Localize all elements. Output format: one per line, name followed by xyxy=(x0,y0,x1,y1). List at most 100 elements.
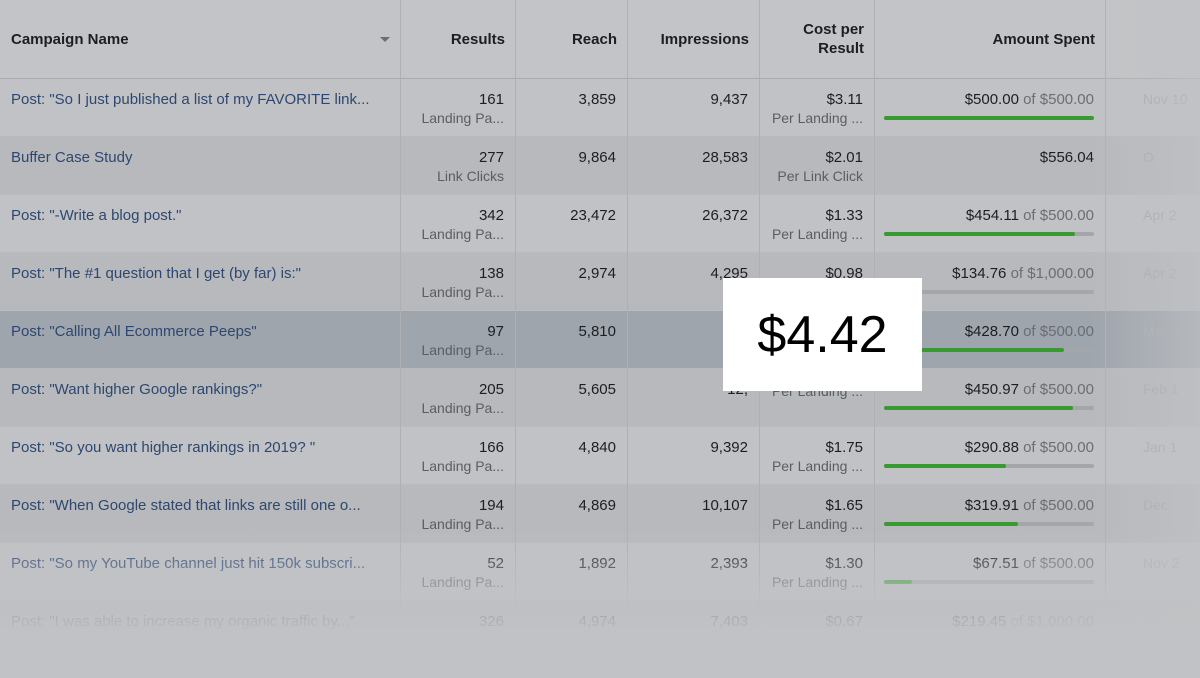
spend-progress-fill xyxy=(884,580,913,584)
impressions-cell: 10,107 xyxy=(702,497,748,514)
reach-cell: 4,840 xyxy=(578,439,616,456)
campaign-table: Campaign Name Results Reach Impressions … xyxy=(0,0,1200,659)
campaign-name-link[interactable]: Buffer Case Study xyxy=(11,149,133,166)
spend-progress-fill xyxy=(884,464,1007,468)
date-cell: Nov 2 xyxy=(1143,555,1180,571)
impressions-cell: 9,437 xyxy=(710,91,748,108)
date-cell: O xyxy=(1143,149,1154,165)
spend-progress-bar xyxy=(884,406,1094,410)
amount-spent-cell: $219.45 of $1,000.00 xyxy=(874,601,1105,658)
table-row[interactable]: Post: "So you want higher rankings in 20… xyxy=(0,427,1200,485)
table-row[interactable]: Post: "I was able to increase my organic… xyxy=(0,601,1200,659)
amount-spent-cell: $450.97 of $500.00 xyxy=(874,369,1105,426)
amount-spent-cell: $556.04 xyxy=(1039,149,1094,166)
campaign-name-link[interactable]: Post: "So my YouTube channel just hit 15… xyxy=(11,555,366,572)
results-cell: 52 Landing Pa... xyxy=(421,555,504,590)
amount-spent-cell: $290.88 of $500.00 xyxy=(874,427,1105,484)
date-cell: Jan 1 xyxy=(1143,439,1178,455)
spend-progress-bar xyxy=(884,522,1094,526)
results-cell: 326 Landing Pa... xyxy=(421,613,504,648)
spend-progress-fill xyxy=(884,638,930,642)
spend-progress-fill xyxy=(884,116,1094,120)
column-divider xyxy=(400,0,401,640)
date-cell: Apr 2 xyxy=(1143,265,1177,281)
amount-spent-cell: $428.70 of $500.00 xyxy=(874,311,1105,368)
spend-progress-bar xyxy=(884,638,1094,642)
column-header-results[interactable]: Results xyxy=(450,31,505,48)
reach-cell: 3,859 xyxy=(578,91,616,108)
results-cell: 205 Landing Pa... xyxy=(421,381,504,416)
results-cell: 161 Landing Pa... xyxy=(421,91,504,126)
campaign-name-link[interactable]: Post: "I was able to increase my organic… xyxy=(11,613,355,630)
campaign-name-link[interactable]: Post: "Calling All Ecommerce Peeps" xyxy=(11,323,257,340)
date-cell: Feb 1 xyxy=(1143,381,1179,397)
results-cell: 342 Landing Pa... xyxy=(421,207,504,242)
results-cell: 97 Landing Pa... xyxy=(421,323,504,358)
impressions-cell: 26,372 xyxy=(702,207,748,224)
highlight-value-callout: $4.42 xyxy=(723,278,922,391)
table-row[interactable]: Post: "Want higher Google rankings?" 205 L… xyxy=(0,369,1200,427)
reach-cell: 2,974 xyxy=(578,265,616,282)
table-row[interactable]: Buffer Case Study 277 Link Clicks 9,864 28,5… xyxy=(0,137,1200,195)
table-row[interactable]: Post: "Calling All Ecommerce Peeps" 97 Lan… xyxy=(0,311,1200,369)
date-cell: Apr 2 xyxy=(1143,207,1177,223)
impressions-cell: 7,403 xyxy=(710,613,748,630)
spend-progress-fill xyxy=(884,348,1064,352)
impressions-cell: 9,392 xyxy=(710,439,748,456)
cost-per-result-cell: $2.01 Per Link Click xyxy=(777,149,863,184)
table-body: Post: "So I just published a list of my … xyxy=(0,79,1200,659)
results-cell: 166 Landing Pa... xyxy=(421,439,504,474)
spend-progress-bar xyxy=(884,348,1094,352)
spend-progress-bar xyxy=(884,464,1094,468)
campaign-name-link[interactable]: Post: "The #1 question that I get (by fa… xyxy=(11,265,301,282)
campaign-name-link[interactable]: Post: "So you want higher rankings in 20… xyxy=(11,439,316,456)
table-header: Campaign Name Results Reach Impressions … xyxy=(0,0,1200,79)
column-divider xyxy=(1105,0,1106,640)
column-header-campaign-name[interactable]: Campaign Name xyxy=(0,0,400,78)
cost-per-result-cell: $3.11 Per Landing ... xyxy=(771,91,863,126)
spend-progress-fill xyxy=(884,522,1019,526)
reach-cell: 5,605 xyxy=(578,381,616,398)
reach-cell: 5,810 xyxy=(578,323,616,340)
amount-spent-cell: $454.11 of $500.00 xyxy=(874,195,1105,252)
results-cell: 277 Link Clicks xyxy=(437,149,504,184)
column-header-amount-spent[interactable]: Amount Spent xyxy=(992,31,1096,48)
cost-per-result-cell: $1.75 Per Landing ... xyxy=(771,439,863,474)
reach-cell: 23,472 xyxy=(570,207,616,224)
impressions-cell: 4,295 xyxy=(710,265,748,282)
campaign-name-link[interactable]: Post: "-Write a blog post." xyxy=(11,207,182,224)
reach-cell: 4,869 xyxy=(578,497,616,514)
column-divider xyxy=(627,0,628,640)
cost-per-result-cell: $1.65 Per Landing ... xyxy=(771,497,863,532)
amount-spent-cell: $319.91 of $500.00 xyxy=(874,485,1105,542)
results-cell: 194 Landing Pa... xyxy=(421,497,504,532)
table-row[interactable]: Post: "The #1 question that I get (by fa… xyxy=(0,253,1200,311)
date-cell: Dec xyxy=(1143,497,1168,513)
spend-progress-bar xyxy=(884,580,1094,584)
table-row[interactable]: Post: "-Write a blog post." 342 Landing Pa… xyxy=(0,195,1200,253)
results-cell: 138 Landing Pa... xyxy=(421,265,504,300)
spend-progress-fill xyxy=(884,232,1075,236)
spend-progress-fill xyxy=(884,406,1074,410)
campaign-name-link[interactable]: Post: "Want higher Google rankings?" xyxy=(11,381,263,398)
table-row[interactable]: Post: "When Google stated that links are… xyxy=(0,485,1200,543)
spend-progress-bar xyxy=(884,116,1094,120)
column-divider xyxy=(515,0,516,640)
column-header-impressions[interactable]: Impressions xyxy=(660,31,749,48)
reach-cell: 4,974 xyxy=(578,613,616,630)
table-row[interactable]: Post: "So my YouTube channel just hit 15… xyxy=(0,543,1200,601)
spend-progress-bar xyxy=(884,232,1094,236)
cost-per-result-cell: $1.33 Per Landing ... xyxy=(771,207,863,242)
reach-cell: 1,892 xyxy=(578,555,616,572)
chevron-down-icon[interactable] xyxy=(380,37,390,42)
impressions-cell: 28,583 xyxy=(702,149,748,166)
amount-spent-cell: $67.51 of $500.00 xyxy=(874,543,1105,600)
campaign-name-link[interactable]: Post: "When Google stated that links are… xyxy=(11,497,361,514)
column-header-cost-per-result[interactable]: Cost per Result xyxy=(803,21,864,57)
date-cell: Nov 10 xyxy=(1143,91,1188,107)
date-cell: Mar 2 xyxy=(1143,323,1179,339)
column-header-reach[interactable]: Reach xyxy=(571,31,617,48)
campaign-name-link[interactable]: Post: "So I just published a list of my … xyxy=(11,91,370,108)
table-row[interactable]: Post: "So I just published a list of my … xyxy=(0,79,1200,137)
date-cell: Ma xyxy=(1143,613,1163,629)
